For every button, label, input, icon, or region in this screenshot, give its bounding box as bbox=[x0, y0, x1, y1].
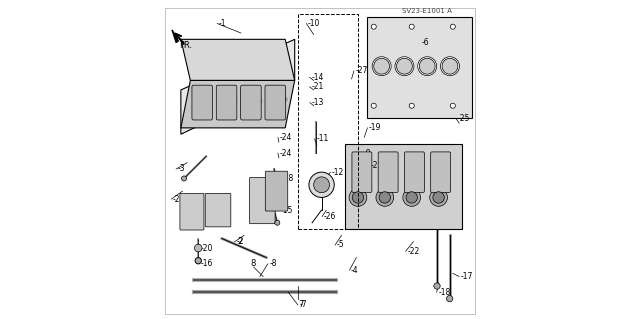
Text: -17: -17 bbox=[461, 272, 473, 281]
Ellipse shape bbox=[270, 95, 287, 104]
FancyBboxPatch shape bbox=[266, 171, 288, 211]
Circle shape bbox=[451, 24, 455, 29]
Circle shape bbox=[403, 189, 420, 206]
FancyBboxPatch shape bbox=[404, 152, 424, 192]
Ellipse shape bbox=[220, 98, 237, 107]
FancyBboxPatch shape bbox=[192, 85, 212, 120]
Text: -28: -28 bbox=[282, 174, 294, 183]
Polygon shape bbox=[181, 39, 294, 80]
Circle shape bbox=[374, 58, 390, 74]
Circle shape bbox=[429, 189, 447, 206]
Text: -24: -24 bbox=[280, 149, 292, 158]
Circle shape bbox=[376, 189, 394, 206]
Circle shape bbox=[371, 24, 376, 29]
Circle shape bbox=[440, 57, 460, 76]
Circle shape bbox=[275, 220, 280, 225]
Text: -20: -20 bbox=[200, 243, 213, 253]
Ellipse shape bbox=[196, 101, 210, 108]
Text: -15: -15 bbox=[280, 206, 292, 215]
Circle shape bbox=[447, 295, 453, 302]
Text: -18: -18 bbox=[438, 288, 451, 297]
Circle shape bbox=[379, 192, 390, 203]
Circle shape bbox=[451, 103, 455, 108]
Ellipse shape bbox=[245, 96, 262, 106]
Ellipse shape bbox=[195, 100, 212, 109]
FancyBboxPatch shape bbox=[352, 152, 372, 192]
FancyBboxPatch shape bbox=[265, 85, 285, 120]
Text: SV23-E1001 A: SV23-E1001 A bbox=[402, 8, 452, 14]
Circle shape bbox=[352, 192, 364, 203]
Text: -10: -10 bbox=[308, 19, 321, 28]
Text: -14: -14 bbox=[311, 73, 324, 82]
Circle shape bbox=[433, 192, 444, 203]
Circle shape bbox=[395, 57, 414, 76]
Text: -19: -19 bbox=[369, 123, 381, 132]
Circle shape bbox=[409, 24, 414, 29]
Circle shape bbox=[442, 58, 458, 74]
Text: -2: -2 bbox=[236, 237, 244, 246]
Text: -7: -7 bbox=[300, 300, 307, 309]
Text: 2: 2 bbox=[238, 237, 243, 246]
Ellipse shape bbox=[272, 96, 286, 103]
Circle shape bbox=[409, 103, 414, 108]
Text: -4: -4 bbox=[351, 266, 358, 275]
Circle shape bbox=[195, 257, 202, 264]
Circle shape bbox=[397, 58, 412, 74]
Text: -3: -3 bbox=[178, 165, 186, 174]
Text: 8: 8 bbox=[250, 259, 256, 268]
Text: -1: -1 bbox=[219, 19, 227, 28]
Text: -26: -26 bbox=[324, 212, 336, 221]
Polygon shape bbox=[181, 80, 294, 128]
Text: -21: -21 bbox=[311, 82, 323, 91]
Polygon shape bbox=[172, 30, 179, 42]
FancyBboxPatch shape bbox=[180, 193, 204, 230]
Circle shape bbox=[371, 103, 376, 108]
Bar bbox=[298, 14, 358, 229]
Polygon shape bbox=[367, 17, 472, 118]
FancyBboxPatch shape bbox=[241, 85, 261, 120]
Text: FR.: FR. bbox=[179, 41, 193, 50]
Polygon shape bbox=[181, 39, 294, 134]
Text: -25: -25 bbox=[371, 161, 383, 170]
Text: -22: -22 bbox=[407, 247, 420, 256]
Text: -11: -11 bbox=[316, 134, 328, 144]
FancyBboxPatch shape bbox=[378, 152, 398, 192]
Circle shape bbox=[372, 57, 391, 76]
Text: -24: -24 bbox=[280, 133, 292, 142]
FancyBboxPatch shape bbox=[216, 85, 237, 120]
Text: -5: -5 bbox=[337, 241, 344, 249]
Circle shape bbox=[434, 283, 440, 289]
FancyBboxPatch shape bbox=[250, 178, 275, 224]
Circle shape bbox=[349, 189, 367, 206]
Polygon shape bbox=[346, 144, 462, 229]
Text: -12: -12 bbox=[332, 168, 344, 177]
Circle shape bbox=[182, 176, 186, 181]
Text: -16: -16 bbox=[200, 259, 213, 268]
Text: -13: -13 bbox=[312, 98, 324, 107]
Text: -27: -27 bbox=[355, 66, 368, 76]
Circle shape bbox=[418, 57, 436, 76]
Circle shape bbox=[419, 58, 435, 74]
Text: -25: -25 bbox=[458, 114, 470, 123]
Circle shape bbox=[314, 177, 330, 193]
Text: -6: -6 bbox=[421, 38, 429, 47]
Circle shape bbox=[406, 192, 417, 203]
Text: 7: 7 bbox=[298, 300, 303, 309]
Ellipse shape bbox=[246, 98, 260, 105]
FancyBboxPatch shape bbox=[431, 152, 451, 192]
Circle shape bbox=[195, 244, 202, 252]
Circle shape bbox=[309, 172, 334, 197]
Ellipse shape bbox=[221, 99, 236, 106]
FancyBboxPatch shape bbox=[205, 193, 231, 227]
Text: -8: -8 bbox=[269, 259, 277, 268]
Text: -23: -23 bbox=[173, 195, 186, 204]
Text: -9: -9 bbox=[364, 149, 371, 158]
